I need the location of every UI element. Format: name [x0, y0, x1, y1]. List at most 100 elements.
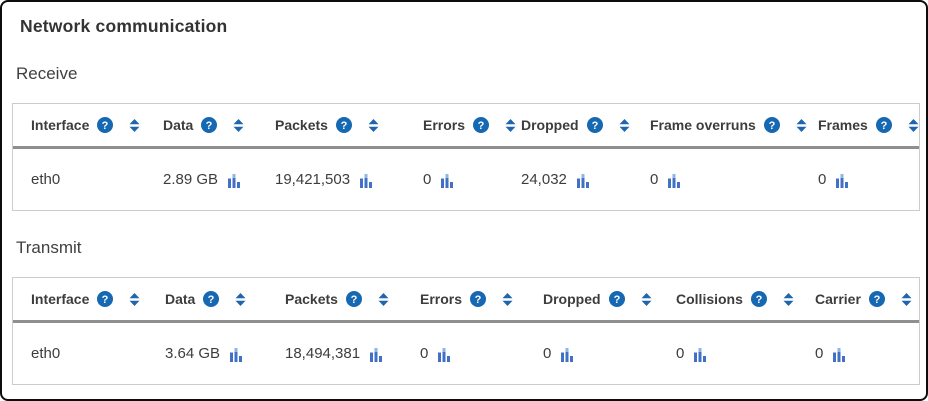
- receive-header-row: Interface Data Packets Errors: [13, 104, 919, 149]
- cell-packets: 18,494,381: [285, 345, 402, 362]
- help-icon[interactable]: [470, 291, 486, 307]
- mini-bar-chart-icon[interactable]: [369, 346, 383, 362]
- transmit-col-collisions: Collisions: [676, 291, 797, 307]
- help-icon[interactable]: [473, 117, 489, 133]
- receive-col-data: Data: [163, 117, 257, 133]
- column-label: Packets: [285, 291, 338, 307]
- cell-value: 0: [543, 345, 552, 362]
- help-icon[interactable]: [609, 291, 625, 307]
- cell-errors: 0: [423, 171, 503, 188]
- cell-data: 3.64 GB: [165, 345, 267, 362]
- help-icon[interactable]: [201, 117, 217, 133]
- sort-toggle-icon[interactable]: [908, 119, 919, 132]
- cell-value: 0: [676, 345, 685, 362]
- cell-dropped: 0: [543, 345, 658, 362]
- sort-toggle-icon[interactable]: [502, 293, 513, 306]
- sort-toggle-icon[interactable]: [796, 119, 807, 132]
- sort-toggle-icon[interactable]: [233, 119, 244, 132]
- receive-col-dropped: Dropped: [521, 117, 632, 133]
- interface-name: eth0: [31, 345, 61, 362]
- column-label: Collisions: [676, 291, 743, 307]
- cell-value: 2.89 GB: [163, 171, 219, 188]
- mini-bar-chart-icon[interactable]: [832, 346, 846, 362]
- help-icon[interactable]: [869, 291, 885, 307]
- help-icon[interactable]: [336, 117, 352, 133]
- help-icon[interactable]: [876, 117, 892, 133]
- transmit-col-dropped: Dropped: [543, 291, 658, 307]
- column-label: Frame overruns: [650, 117, 756, 133]
- transmit-section-label: Transmit: [16, 238, 82, 257]
- sort-toggle-icon[interactable]: [368, 119, 379, 132]
- column-label: Data: [165, 291, 196, 307]
- column-label: Frames: [818, 117, 868, 133]
- receive-table: Interface Data Packets Errors: [12, 103, 920, 211]
- mini-bar-chart-icon[interactable]: [576, 172, 590, 188]
- mini-bar-chart-icon[interactable]: [560, 346, 574, 362]
- cell-value: 0: [818, 171, 827, 188]
- column-label: Dropped: [543, 291, 601, 307]
- receive-col-interface: Interface: [31, 117, 145, 133]
- sort-toggle-icon[interactable]: [783, 293, 794, 306]
- mini-bar-chart-icon[interactable]: [835, 172, 849, 188]
- help-icon[interactable]: [97, 117, 113, 133]
- transmit-col-carrier: Carrier: [815, 291, 919, 307]
- sort-toggle-icon[interactable]: [129, 293, 140, 306]
- cell-value: 24,032: [521, 171, 567, 188]
- column-label: Interface: [31, 117, 90, 133]
- mini-bar-chart-icon[interactable]: [437, 346, 451, 362]
- receive-section-label: Receive: [16, 64, 78, 83]
- help-icon[interactable]: [346, 291, 362, 307]
- column-label: Packets: [275, 117, 328, 133]
- cell-interface: eth0: [31, 345, 147, 362]
- mini-bar-chart-icon[interactable]: [667, 172, 681, 188]
- sort-toggle-icon[interactable]: [378, 293, 389, 306]
- receive-col-frames: Frames: [818, 117, 919, 133]
- help-icon[interactable]: [587, 117, 603, 133]
- column-label: Dropped: [521, 117, 579, 133]
- cell-value: 0: [420, 345, 429, 362]
- help-icon[interactable]: [764, 117, 780, 133]
- column-label: Errors: [420, 291, 463, 307]
- help-icon[interactable]: [751, 291, 767, 307]
- column-label: Carrier: [815, 291, 861, 307]
- cell-frames: 0: [818, 171, 919, 188]
- cell-frame-overruns: 0: [650, 171, 800, 188]
- sort-toggle-icon[interactable]: [641, 293, 652, 306]
- table-row: eth0 3.64 GB 18,494,381 0 0: [13, 323, 919, 384]
- transmit-col-errors: Errors: [420, 291, 525, 307]
- mini-bar-chart-icon[interactable]: [227, 172, 241, 188]
- transmit-col-packets: Packets: [285, 291, 402, 307]
- column-label: Errors: [423, 117, 466, 133]
- cell-interface: eth0: [31, 171, 145, 188]
- cell-value: 18,494,381: [285, 345, 361, 362]
- sort-toggle-icon[interactable]: [619, 119, 630, 132]
- mini-bar-chart-icon[interactable]: [229, 346, 243, 362]
- sort-toggle-icon[interactable]: [901, 293, 912, 306]
- page-title: Network communication: [20, 16, 228, 36]
- cell-value: 0: [815, 345, 824, 362]
- column-label: Interface: [31, 291, 90, 307]
- sort-toggle-icon[interactable]: [505, 119, 516, 132]
- cell-value: 0: [423, 171, 432, 188]
- mini-bar-chart-icon[interactable]: [440, 172, 454, 188]
- help-icon[interactable]: [97, 291, 113, 307]
- column-label: Data: [163, 117, 194, 133]
- sort-toggle-icon[interactable]: [129, 119, 140, 132]
- sort-toggle-icon[interactable]: [235, 293, 246, 306]
- mini-bar-chart-icon[interactable]: [359, 172, 373, 188]
- receive-col-packets: Packets: [275, 117, 405, 133]
- cell-value: 19,421,503: [275, 171, 351, 188]
- transmit-table: Interface Data Packets Errors: [12, 277, 920, 385]
- transmit-col-data: Data: [165, 291, 267, 307]
- receive-col-frame-overruns: Frame overruns: [650, 117, 800, 133]
- cell-value: 0: [650, 171, 659, 188]
- cell-value: 3.64 GB: [165, 345, 221, 362]
- cell-collisions: 0: [676, 345, 797, 362]
- mini-bar-chart-icon[interactable]: [693, 346, 707, 362]
- table-row: eth0 2.89 GB 19,421,503 0 24,032: [13, 149, 919, 210]
- cell-packets: 19,421,503: [275, 171, 405, 188]
- interface-name: eth0: [31, 171, 61, 188]
- transmit-header-row: Interface Data Packets Errors: [13, 278, 919, 323]
- help-icon[interactable]: [203, 291, 219, 307]
